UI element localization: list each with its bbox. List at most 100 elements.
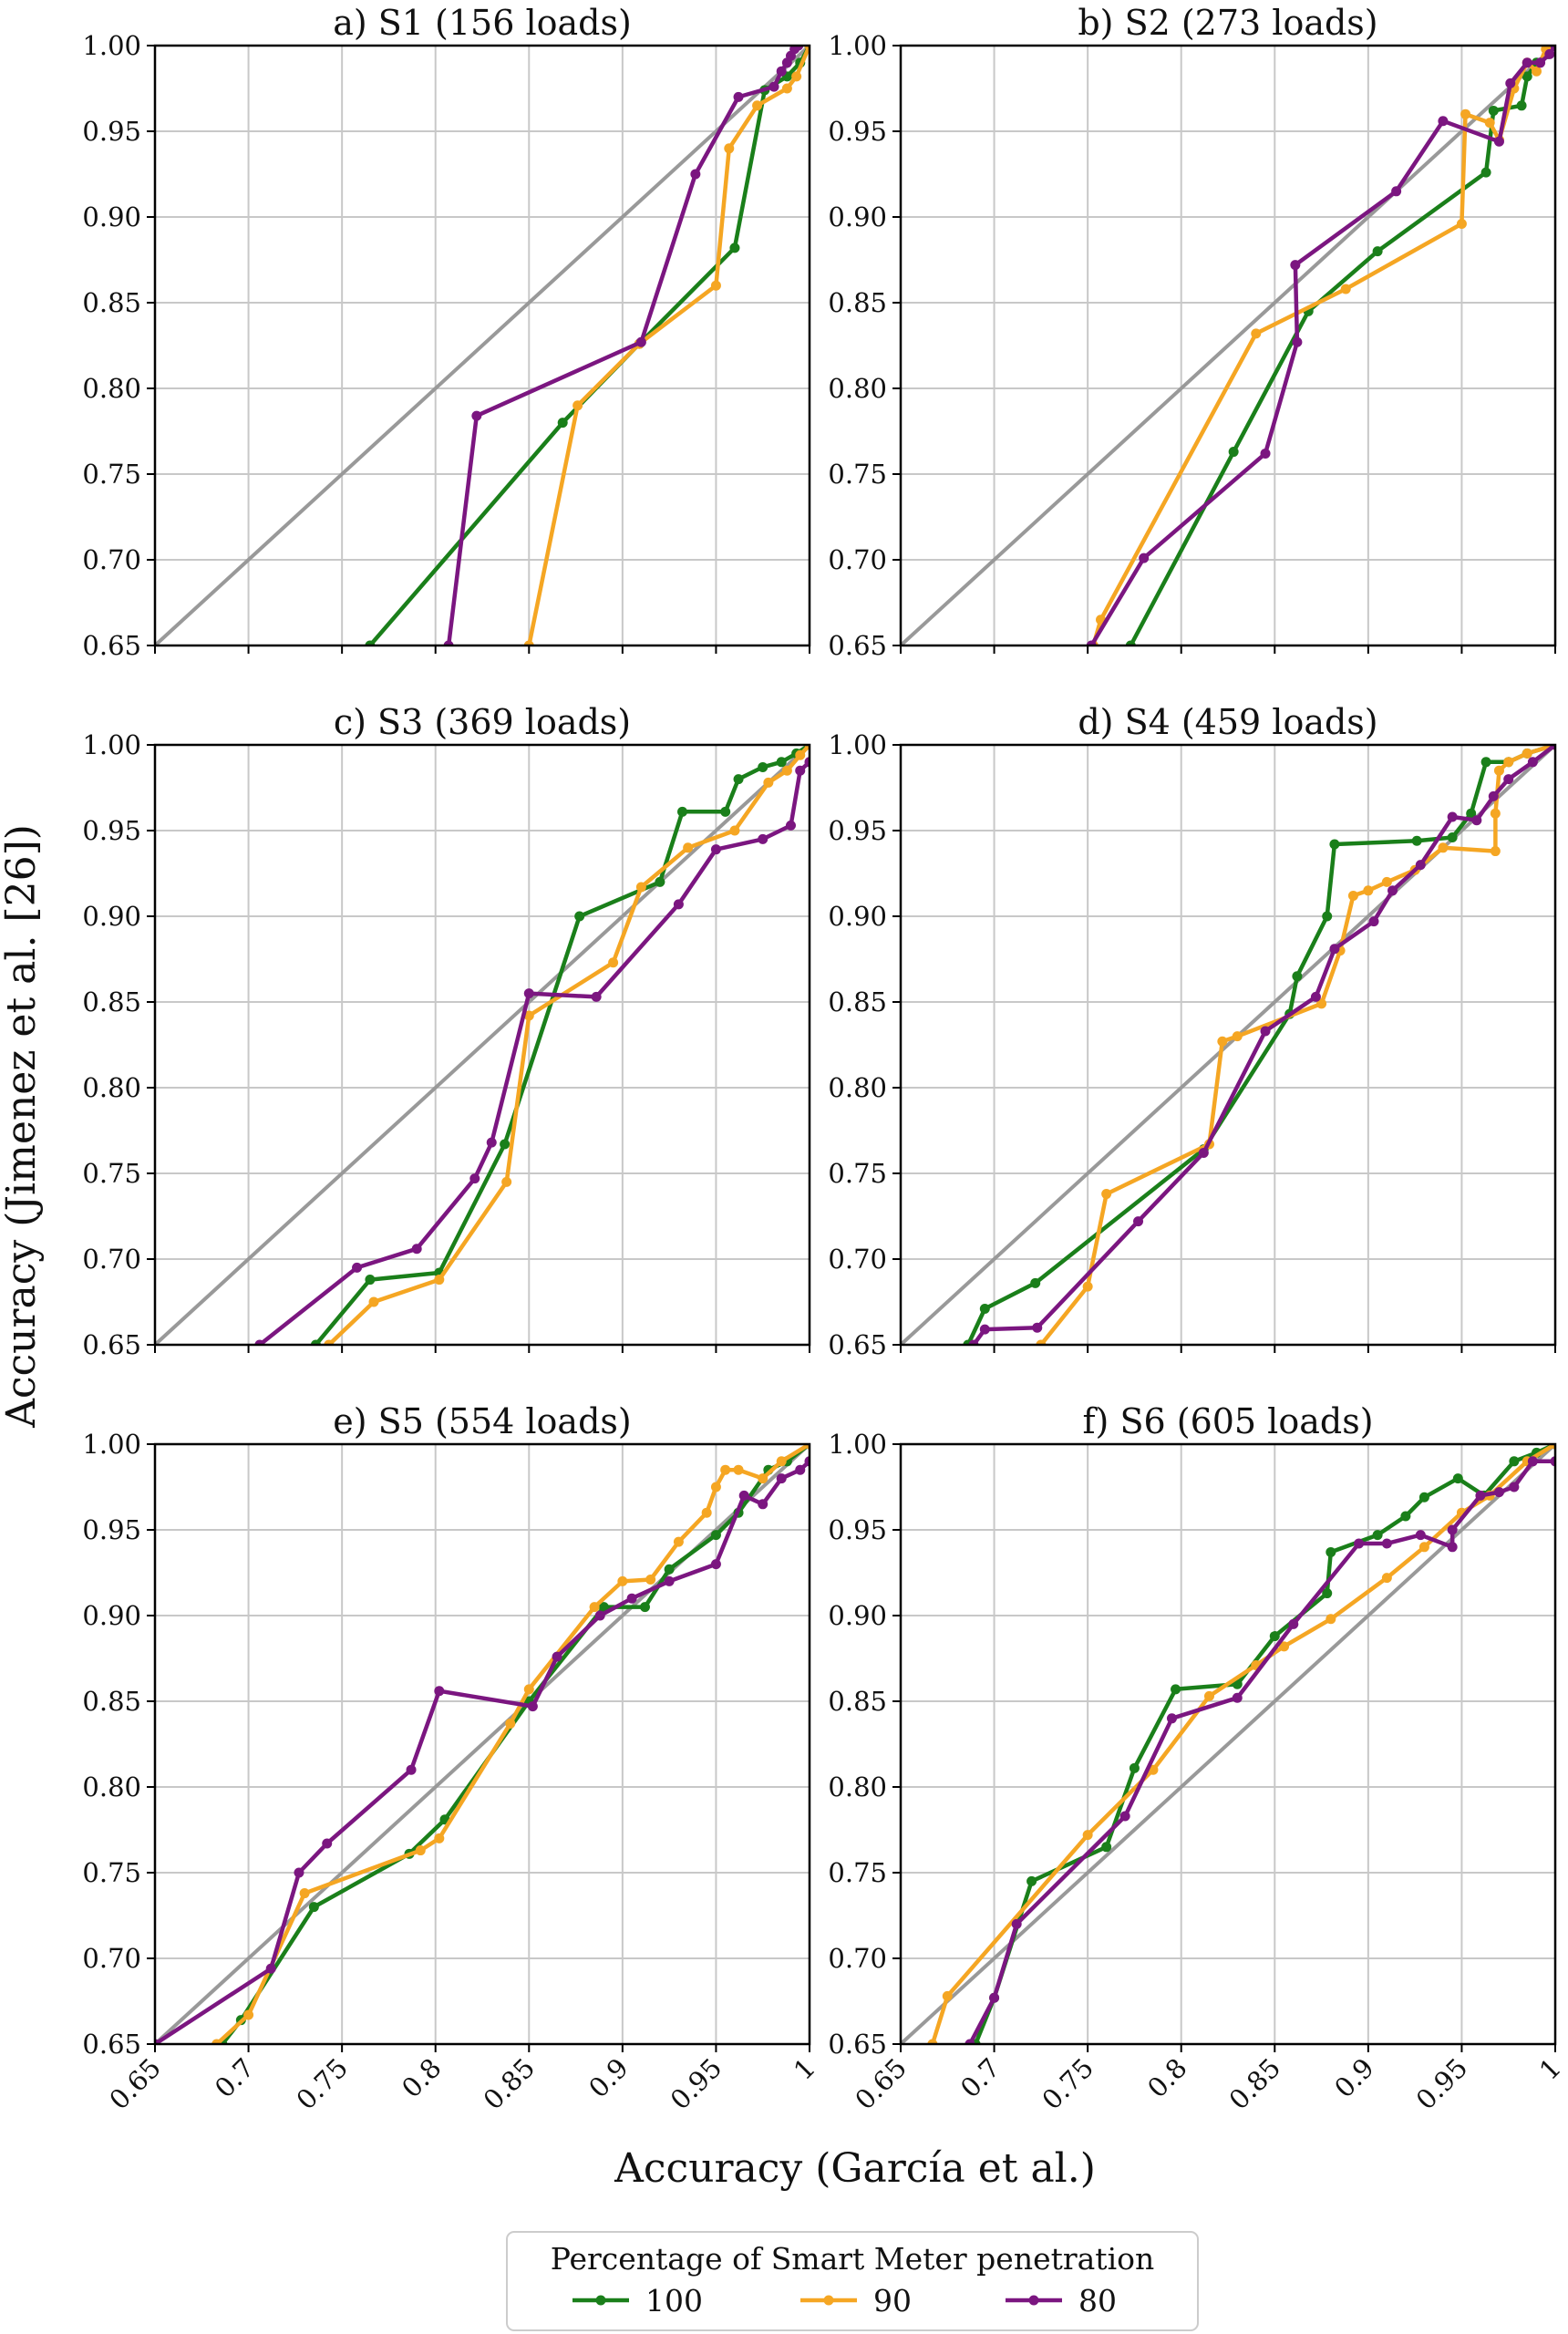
y-tick-label: 0.95 — [82, 815, 141, 846]
y-tick-label: 0.65 — [82, 2029, 141, 2060]
data-point-100 — [664, 1564, 675, 1575]
data-point-90 — [795, 749, 806, 760]
data-point-90 — [791, 71, 802, 82]
data-point-80 — [411, 1244, 422, 1255]
data-point-80 — [322, 1838, 333, 1849]
data-point-80 — [635, 336, 646, 347]
data-point-80 — [1475, 1490, 1486, 1501]
data-point-80 — [733, 91, 744, 102]
data-point-80 — [795, 765, 806, 776]
data-point-80 — [1260, 1026, 1271, 1037]
y-tick-label: 0.95 — [828, 815, 887, 846]
data-point-90 — [776, 1456, 787, 1467]
data-point-80 — [1503, 774, 1514, 785]
data-point-100 — [1480, 757, 1491, 768]
data-point-90 — [710, 280, 721, 291]
data-point-100 — [1326, 1546, 1336, 1557]
data-point-80 — [738, 1490, 749, 1501]
data-point-80 — [710, 844, 721, 855]
data-point-80 — [1086, 640, 1097, 645]
data-point-90 — [1232, 1031, 1243, 1042]
y-tick-label: 0.75 — [828, 1857, 887, 1888]
y-tick-label: 0.90 — [828, 201, 887, 232]
data-point-100 — [1129, 1762, 1140, 1773]
data-point-80 — [1550, 745, 1555, 750]
data-point-90 — [763, 777, 774, 788]
data-point-90 — [1251, 328, 1262, 339]
data-point-90 — [729, 825, 740, 836]
panel-4: 0.65 0.70 0.75 0.80 0.85 0.90 0.95 1.00 d) S4 (4… — [828, 702, 1557, 1360]
series-group — [927, 1444, 1555, 2044]
data-point-80 — [1505, 77, 1516, 88]
data-point-90 — [635, 882, 646, 893]
data-point-80 — [776, 66, 787, 77]
data-point-100 — [655, 876, 665, 887]
series-line-100 — [974, 1444, 1555, 2044]
data-point-100 — [1466, 808, 1477, 819]
data-point-90 — [1217, 1036, 1228, 1047]
y-tick-label: 0.80 — [82, 1771, 141, 1802]
data-point-90 — [1438, 842, 1449, 853]
y-tick-label: 0.80 — [828, 1771, 887, 1802]
data-point-80 — [1488, 790, 1499, 801]
data-point-80 — [1493, 1487, 1504, 1498]
data-point-90 — [501, 1176, 512, 1187]
data-point-90 — [724, 143, 735, 154]
data-point-90 — [1381, 876, 1392, 887]
data-point-90 — [324, 1339, 335, 1345]
data-point-90 — [1340, 284, 1351, 294]
panel-2: 0.65 0.70 0.75 0.80 0.85 0.90 0.95 1.00 b) S2 (2… — [828, 3, 1557, 661]
data-point-80 — [591, 991, 602, 1002]
data-point-90 — [299, 1888, 310, 1899]
data-point-100 — [1101, 1842, 1112, 1853]
data-point-90 — [758, 1473, 769, 1484]
y-tick-label: 0.95 — [82, 116, 141, 147]
data-point-90 — [1347, 890, 1358, 901]
data-point-100 — [776, 757, 787, 768]
series-group — [1086, 46, 1555, 645]
y-tick-label: 0.70 — [828, 1244, 887, 1275]
data-point-90 — [733, 1464, 744, 1475]
x-tick-label: 1 — [788, 2052, 821, 2086]
data-point-80 — [469, 1173, 480, 1184]
y-tick-label: 0.75 — [828, 459, 887, 490]
y-tick-label: 0.85 — [828, 986, 887, 1017]
data-point-100 — [1329, 839, 1340, 850]
data-point-90 — [804, 1444, 810, 1450]
data-point-80 — [758, 833, 769, 844]
data-point-100 — [1488, 105, 1499, 116]
plot-frame — [899, 44, 1557, 647]
data-point-90 — [1456, 219, 1467, 230]
plot-frame — [153, 44, 811, 647]
data-point-80 — [1260, 448, 1271, 459]
data-point-80 — [795, 1464, 806, 1475]
y-tick-label: 0.65 — [82, 1329, 141, 1360]
panels-group: 0.65 0.70 0.75 0.80 0.85 0.90 0.95 1.00 a) S1 (1… — [82, 3, 1567, 2116]
data-point-90 — [608, 957, 619, 968]
data-point-80 — [1139, 553, 1150, 563]
x-tick-label: 0.75 — [1036, 2052, 1099, 2116]
series-group — [254, 745, 810, 1345]
data-point-90 — [523, 1010, 534, 1021]
legend-title: Percentage of Smart Meter penetration — [551, 2241, 1155, 2277]
data-point-80 — [664, 1575, 675, 1586]
data-point-80 — [1550, 46, 1555, 51]
data-point-90 — [1279, 1641, 1290, 1652]
legend-label-100: 100 — [645, 2283, 703, 2319]
data-point-80 — [486, 1137, 497, 1148]
panel-title: e) S5 (554 loads) — [333, 1401, 631, 1441]
y-tick-label: 1.00 — [82, 30, 141, 61]
y-tick-label: 0.90 — [82, 201, 141, 232]
data-point-90 — [1490, 808, 1501, 819]
data-point-80 — [294, 1867, 304, 1878]
data-point-80 — [1198, 1147, 1209, 1158]
y-tick-label: 0.65 — [828, 2029, 887, 2060]
y-tick-label: 1.00 — [82, 729, 141, 760]
data-point-90 — [683, 842, 694, 853]
data-point-100 — [1322, 1588, 1333, 1599]
data-point-100 — [1292, 971, 1303, 982]
data-point-100 — [365, 1275, 376, 1286]
y-tick-label: 0.70 — [82, 1244, 141, 1275]
data-point-100 — [1322, 911, 1333, 922]
panel-title: d) S4 (459 loads) — [1078, 702, 1377, 742]
